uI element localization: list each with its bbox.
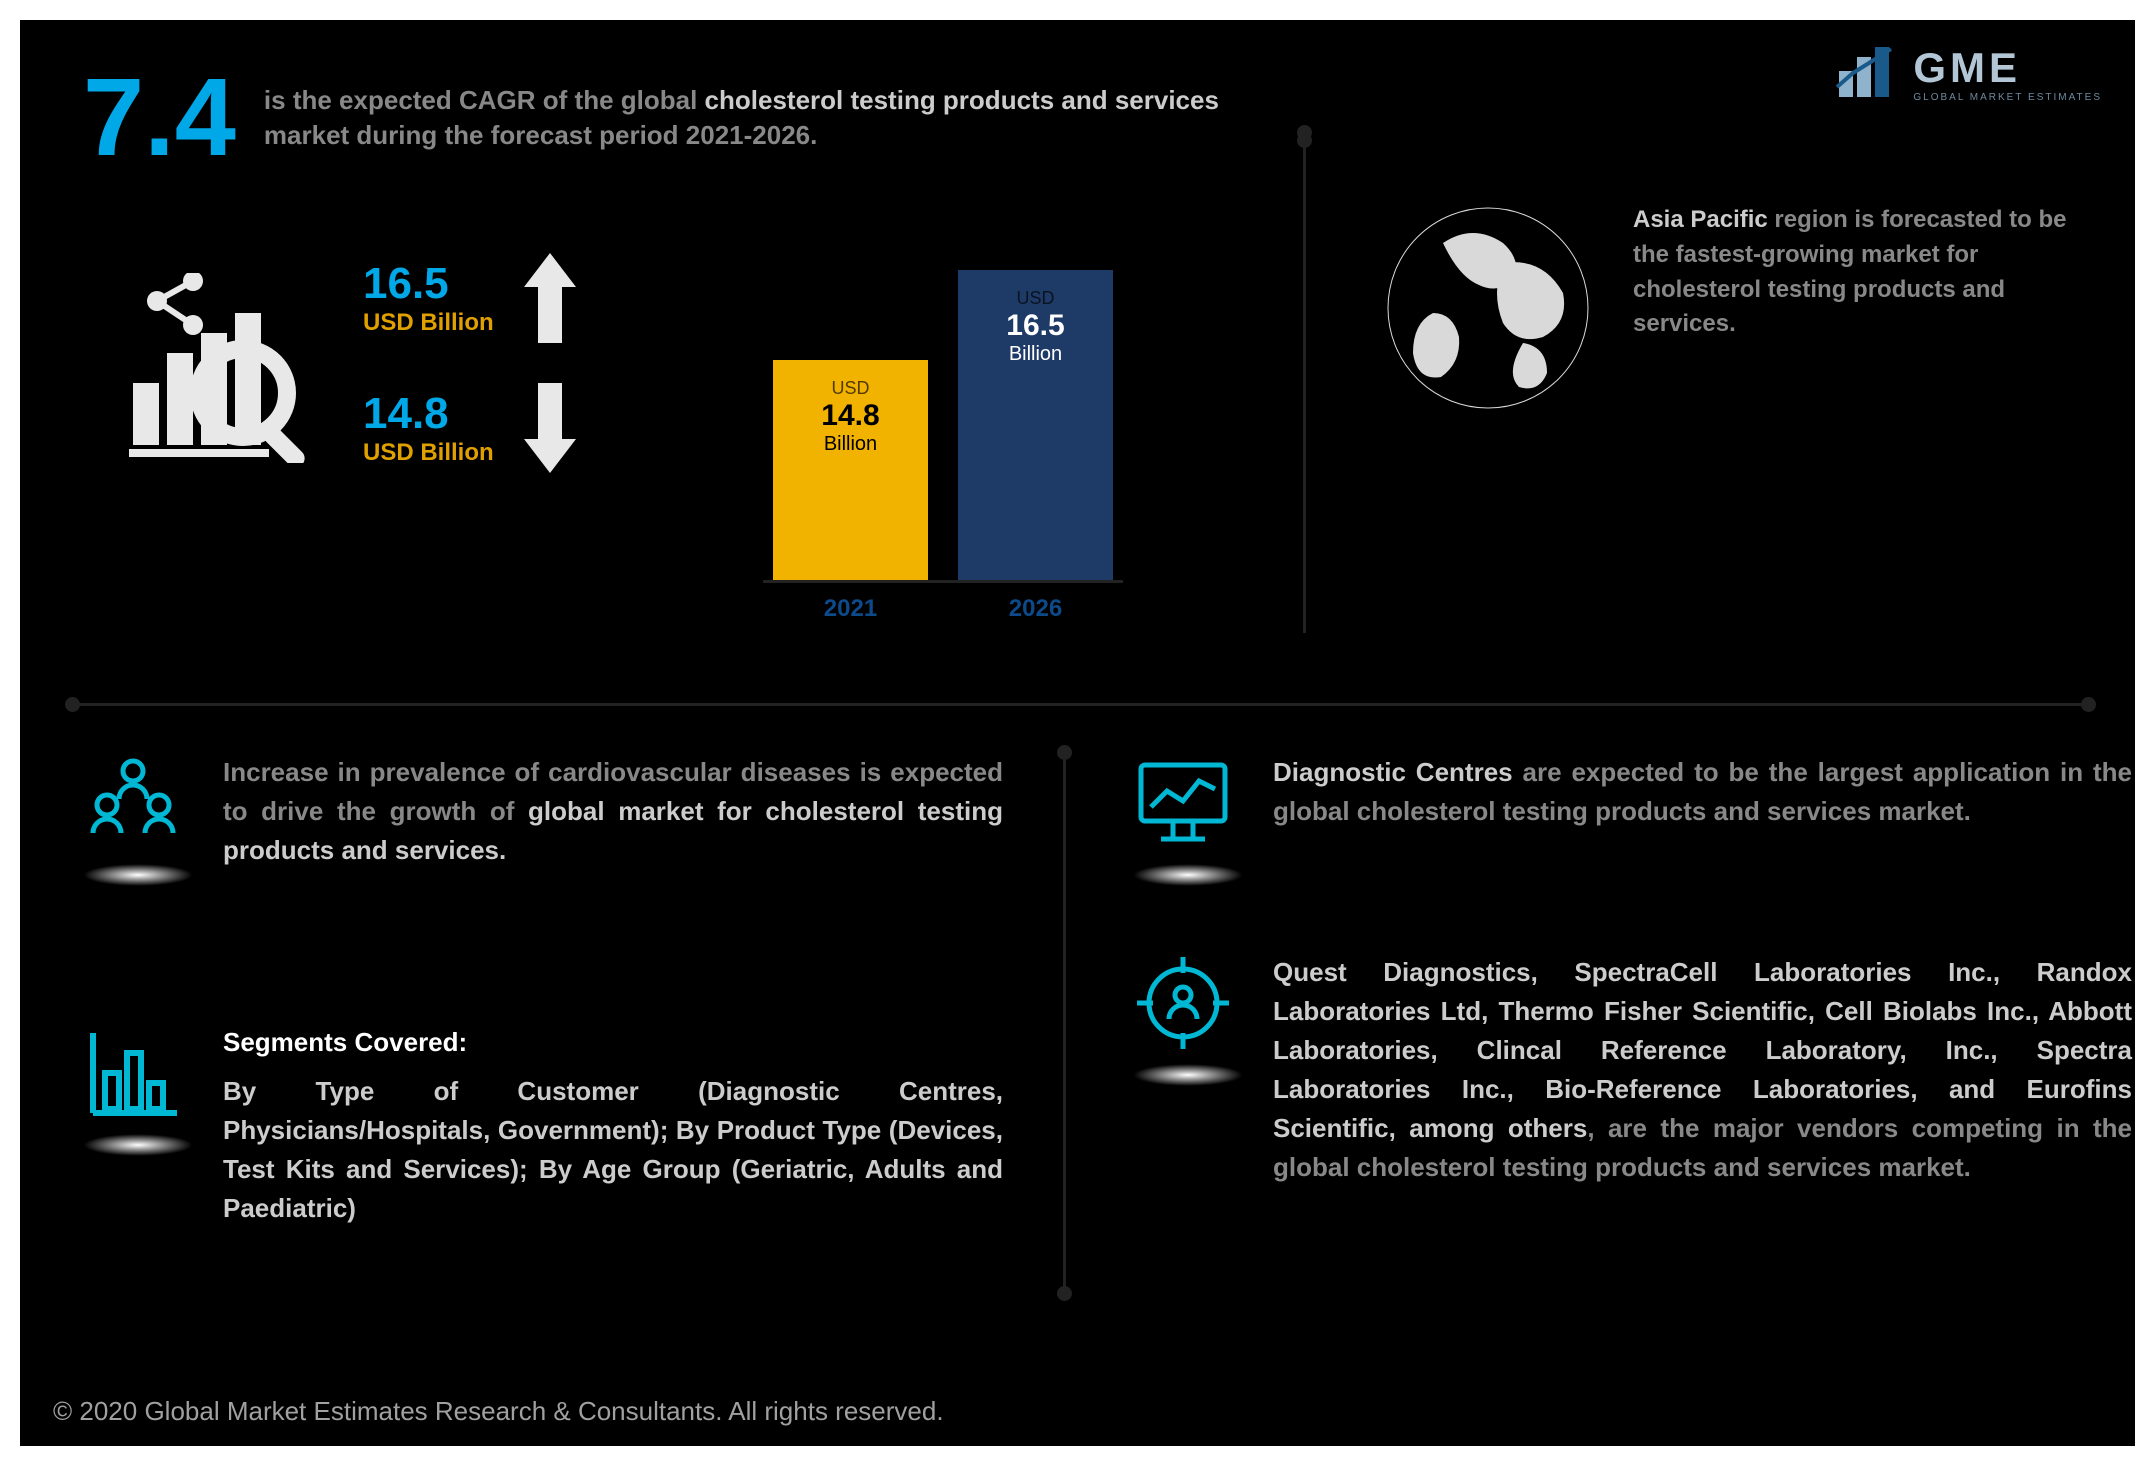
icon-shadow bbox=[83, 864, 193, 886]
segments-body: By Type of Customer (Diagnostic Centres,… bbox=[223, 1076, 1003, 1223]
top-vertical-divider bbox=[1303, 133, 1306, 633]
segments-title: Segments Covered: bbox=[223, 1023, 1003, 1062]
copyright-footer: © 2020 Global Market Estimates Research … bbox=[53, 1396, 944, 1427]
cagr-caption-suffix: market during the forecast period 2021-2… bbox=[264, 120, 817, 150]
segments-block: Segments Covered: By Type of Customer (D… bbox=[83, 1023, 1003, 1228]
arrow-down-icon bbox=[524, 383, 576, 473]
cagr-caption: is the expected CAGR of the global chole… bbox=[264, 83, 1264, 153]
icon-shadow bbox=[83, 1134, 193, 1156]
high-value: 16.5 bbox=[363, 259, 494, 309]
chart-baseline bbox=[763, 580, 1123, 583]
bar-chart-icon bbox=[83, 1110, 183, 1127]
bottom-section: Increase in prevalence of cardiovascular… bbox=[23, 743, 2132, 1343]
bar-value: 16.5 bbox=[1006, 309, 1064, 343]
chart-bar: USD14.8Billion bbox=[773, 360, 928, 580]
bar-billion: Billion bbox=[1009, 343, 1062, 366]
market-size-low: 14.8 USD Billion bbox=[363, 383, 576, 473]
market-size-block: 16.5 USD Billion 14.8 USD Billion bbox=[363, 253, 576, 513]
vendors-mid: , are the major vendors competing in the bbox=[1587, 1113, 2132, 1143]
region-block: Asia Pacific region is forecasted to be … bbox=[1383, 203, 2073, 418]
monitor-chart-icon bbox=[1133, 840, 1233, 857]
icon-shadow bbox=[1133, 1064, 1243, 1086]
bar-usd: USD bbox=[831, 378, 869, 399]
region-hl: Asia Pacific bbox=[1633, 206, 1768, 233]
icon-shadow bbox=[1133, 864, 1243, 886]
segments-text: Segments Covered: By Type of Customer (D… bbox=[223, 1023, 1003, 1228]
vendors-tail: global cholesterol testing products and … bbox=[1273, 1152, 1971, 1182]
bar-value: 14.8 bbox=[821, 399, 879, 433]
cagr-caption-hl: cholesterol testing products and service… bbox=[705, 85, 1219, 115]
market-size-high: 16.5 USD Billion bbox=[363, 253, 576, 343]
analytics-icon bbox=[123, 273, 323, 463]
application-text: Diagnostic Centres are expected to be th… bbox=[1273, 753, 2132, 831]
application-block: Diagnostic Centres are expected to be th… bbox=[1133, 753, 2132, 886]
vendors-text: Quest Diagnostics, SpectraCell Laborator… bbox=[1273, 953, 2132, 1187]
market-bar-chart: USD14.8Billion2021USD16.5Billion2026 bbox=[763, 203, 1123, 633]
application-hl: Diagnostic Centres bbox=[1273, 757, 1513, 787]
cagr-caption-prefix: is the expected CAGR of the global bbox=[264, 85, 705, 115]
cagr-value: 7.4 bbox=[83, 63, 236, 173]
brand-tagline: GLOBAL MARKET ESTIMATES bbox=[1913, 92, 2102, 103]
brand-logo: GME GLOBAL MARKET ESTIMATES bbox=[1833, 43, 2102, 103]
low-value: 14.8 bbox=[363, 389, 494, 439]
bottom-vertical-divider bbox=[1063, 753, 1066, 1293]
chart-bar: USD16.5Billion bbox=[958, 270, 1113, 580]
bar-usd: USD bbox=[1016, 288, 1054, 309]
target-person-icon bbox=[1133, 1040, 1233, 1057]
high-unit: USD Billion bbox=[363, 309, 494, 337]
low-unit: USD Billion bbox=[363, 439, 494, 467]
cagr-headline: 7.4 is the expected CAGR of the global c… bbox=[83, 63, 1264, 173]
horizontal-divider bbox=[73, 703, 2088, 706]
bar-year-label: 2021 bbox=[773, 595, 928, 623]
bar-year-label: 2026 bbox=[958, 595, 1113, 623]
drivers-text: Increase in prevalence of cardiovascular… bbox=[223, 753, 1003, 870]
brand-name: GME bbox=[1913, 44, 2102, 92]
bar-billion: Billion bbox=[824, 433, 877, 456]
people-icon bbox=[83, 840, 183, 857]
logo-mark-icon bbox=[1833, 43, 1903, 103]
region-text: Asia Pacific region is forecasted to be … bbox=[1633, 203, 2073, 342]
globe-icon bbox=[1383, 203, 1593, 418]
drivers-block: Increase in prevalence of cardiovascular… bbox=[83, 753, 1003, 886]
infographic-frame: GME GLOBAL MARKET ESTIMATES 7.4 is the e… bbox=[20, 20, 2135, 1446]
arrow-up-icon bbox=[524, 253, 576, 343]
vendors-block: Quest Diagnostics, SpectraCell Laborator… bbox=[1133, 953, 2132, 1187]
top-section: 16.5 USD Billion 14.8 USD Billion U bbox=[23, 233, 2132, 703]
